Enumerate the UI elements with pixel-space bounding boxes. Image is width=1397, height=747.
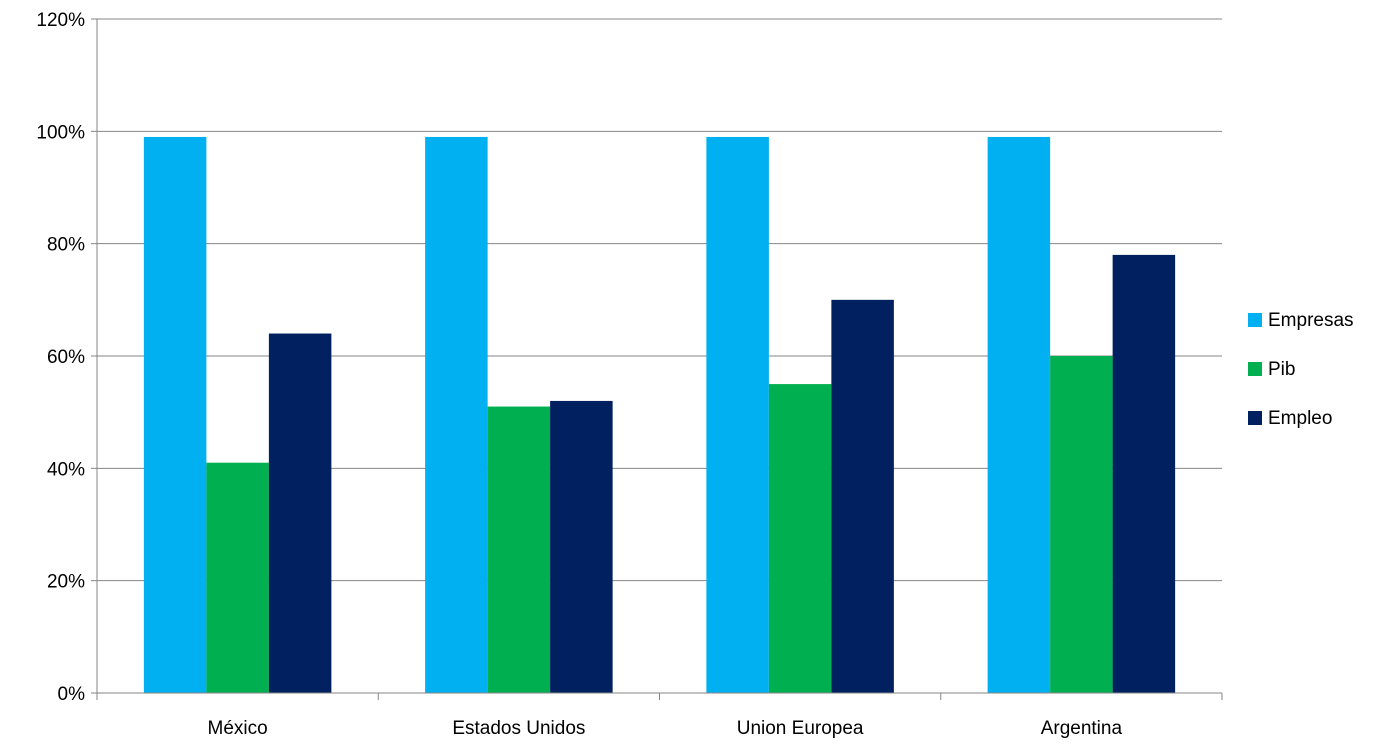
y-tick-label: 20% [47, 572, 85, 593]
legend-swatch [1248, 362, 1262, 376]
bar-pib [206, 462, 269, 693]
bar-pib [1050, 356, 1113, 693]
bar-pib [768, 384, 832, 693]
legend-label: Pib [1268, 359, 1295, 380]
y-tick-labels: 0% 20% 40% 60% 80% 100% 120% [36, 10, 85, 705]
bar-empleo [268, 333, 332, 693]
legend-swatch [1248, 411, 1262, 425]
y-tick-label: 120% [36, 10, 85, 31]
y-tick-label: 40% [47, 459, 85, 480]
x-category-label: Union Europea [737, 718, 864, 739]
bar-empresas [425, 136, 488, 693]
legend-swatch [1248, 313, 1262, 327]
y-tick-label: 60% [47, 347, 85, 368]
legend-label: Empleo [1268, 408, 1332, 429]
y-tick-label: 80% [47, 235, 85, 256]
x-category-label: México [208, 718, 268, 739]
axes [91, 18, 1223, 700]
bar-empresas [987, 136, 1051, 693]
bar-empresas [143, 136, 207, 693]
legend: Empresas Pib Empleo [1248, 310, 1354, 429]
y-tick-label: 0% [58, 684, 86, 705]
bar-empleo [550, 400, 613, 693]
bar-empresas [706, 136, 769, 693]
legend-label: Empresas [1268, 310, 1354, 331]
bar-pib [487, 406, 551, 693]
x-category-label: Estados Unidos [452, 718, 585, 739]
x-category-label: Argentina [1041, 718, 1123, 739]
bars [143, 136, 1176, 693]
y-tick-label: 100% [36, 122, 85, 143]
bar-empleo [1112, 254, 1176, 693]
bar-empleo [831, 299, 894, 693]
x-category-labels: México Estados Unidos Union Europea Argenti… [208, 718, 1123, 739]
